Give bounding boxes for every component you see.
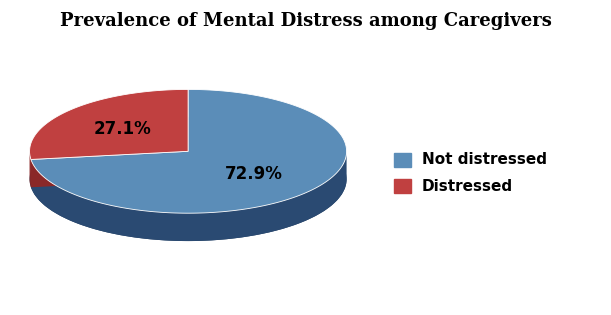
Polygon shape (31, 89, 346, 213)
Text: Prevalence of Mental Distress among Caregivers: Prevalence of Mental Distress among Care… (59, 12, 552, 30)
Polygon shape (31, 152, 346, 241)
Polygon shape (31, 151, 188, 187)
Polygon shape (29, 89, 188, 159)
Polygon shape (31, 151, 188, 187)
Polygon shape (29, 152, 31, 187)
Text: 27.1%: 27.1% (93, 120, 152, 138)
Text: 72.9%: 72.9% (225, 165, 283, 183)
Legend: Not distressed, Distressed: Not distressed, Distressed (389, 147, 553, 199)
Ellipse shape (29, 117, 346, 241)
